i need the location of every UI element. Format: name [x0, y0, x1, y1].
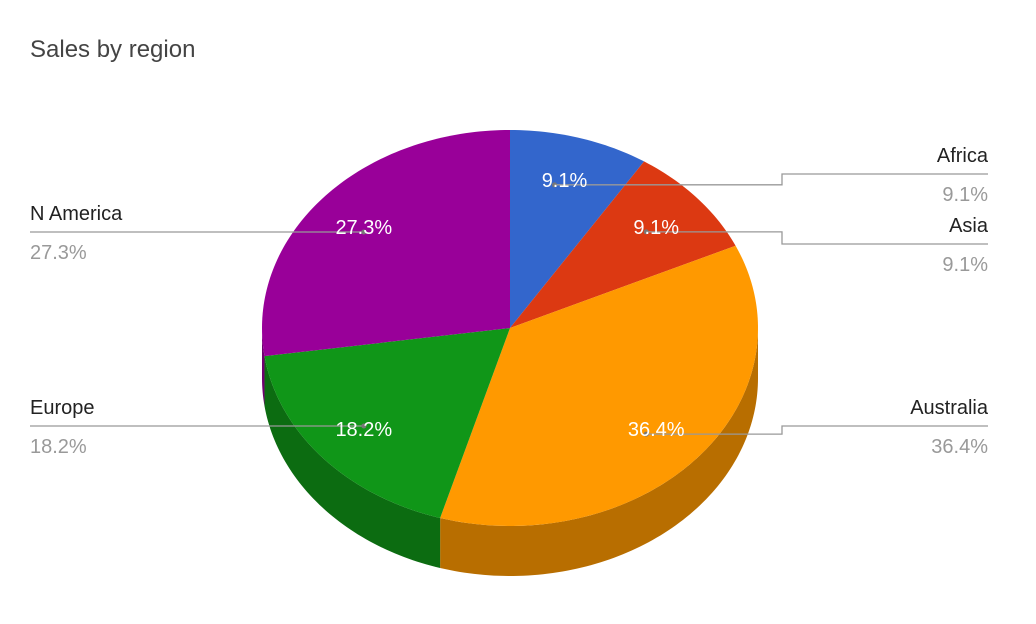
legend-value: 18.2% — [30, 436, 87, 458]
slice-label: 36.4% — [628, 419, 685, 441]
leader-dot — [643, 431, 649, 437]
leader-dot — [361, 229, 367, 235]
slice — [264, 328, 510, 518]
legend-label: Australia — [910, 397, 989, 419]
slice-side — [262, 328, 265, 407]
chart-title: Sales by region — [30, 36, 195, 63]
slice-side — [264, 356, 441, 568]
legend-value: 27.3% — [30, 242, 87, 264]
leader-line — [646, 231, 988, 245]
slice — [510, 130, 645, 328]
leader-dot — [643, 229, 649, 235]
legend-value: 9.1% — [942, 254, 988, 276]
slice — [440, 245, 758, 526]
legend-label: Europe — [30, 397, 95, 419]
slice-label: 18.2% — [335, 419, 392, 441]
legend-value: 36.4% — [931, 436, 988, 458]
legend-label: N America — [30, 203, 123, 225]
legend-label: Asia — [949, 215, 989, 237]
leader-line — [554, 173, 988, 186]
slice — [510, 161, 736, 328]
leader-dot — [551, 182, 557, 188]
leader-dot — [361, 423, 367, 429]
slice-label: 9.1% — [633, 217, 679, 239]
legend-value: 9.1% — [942, 184, 988, 206]
legend-label: Africa — [937, 145, 989, 167]
leader-line — [646, 425, 988, 435]
slice-label: 27.3% — [335, 217, 392, 239]
slice-side — [440, 328, 758, 576]
slice — [262, 130, 510, 357]
slice-label: 9.1% — [542, 170, 588, 192]
